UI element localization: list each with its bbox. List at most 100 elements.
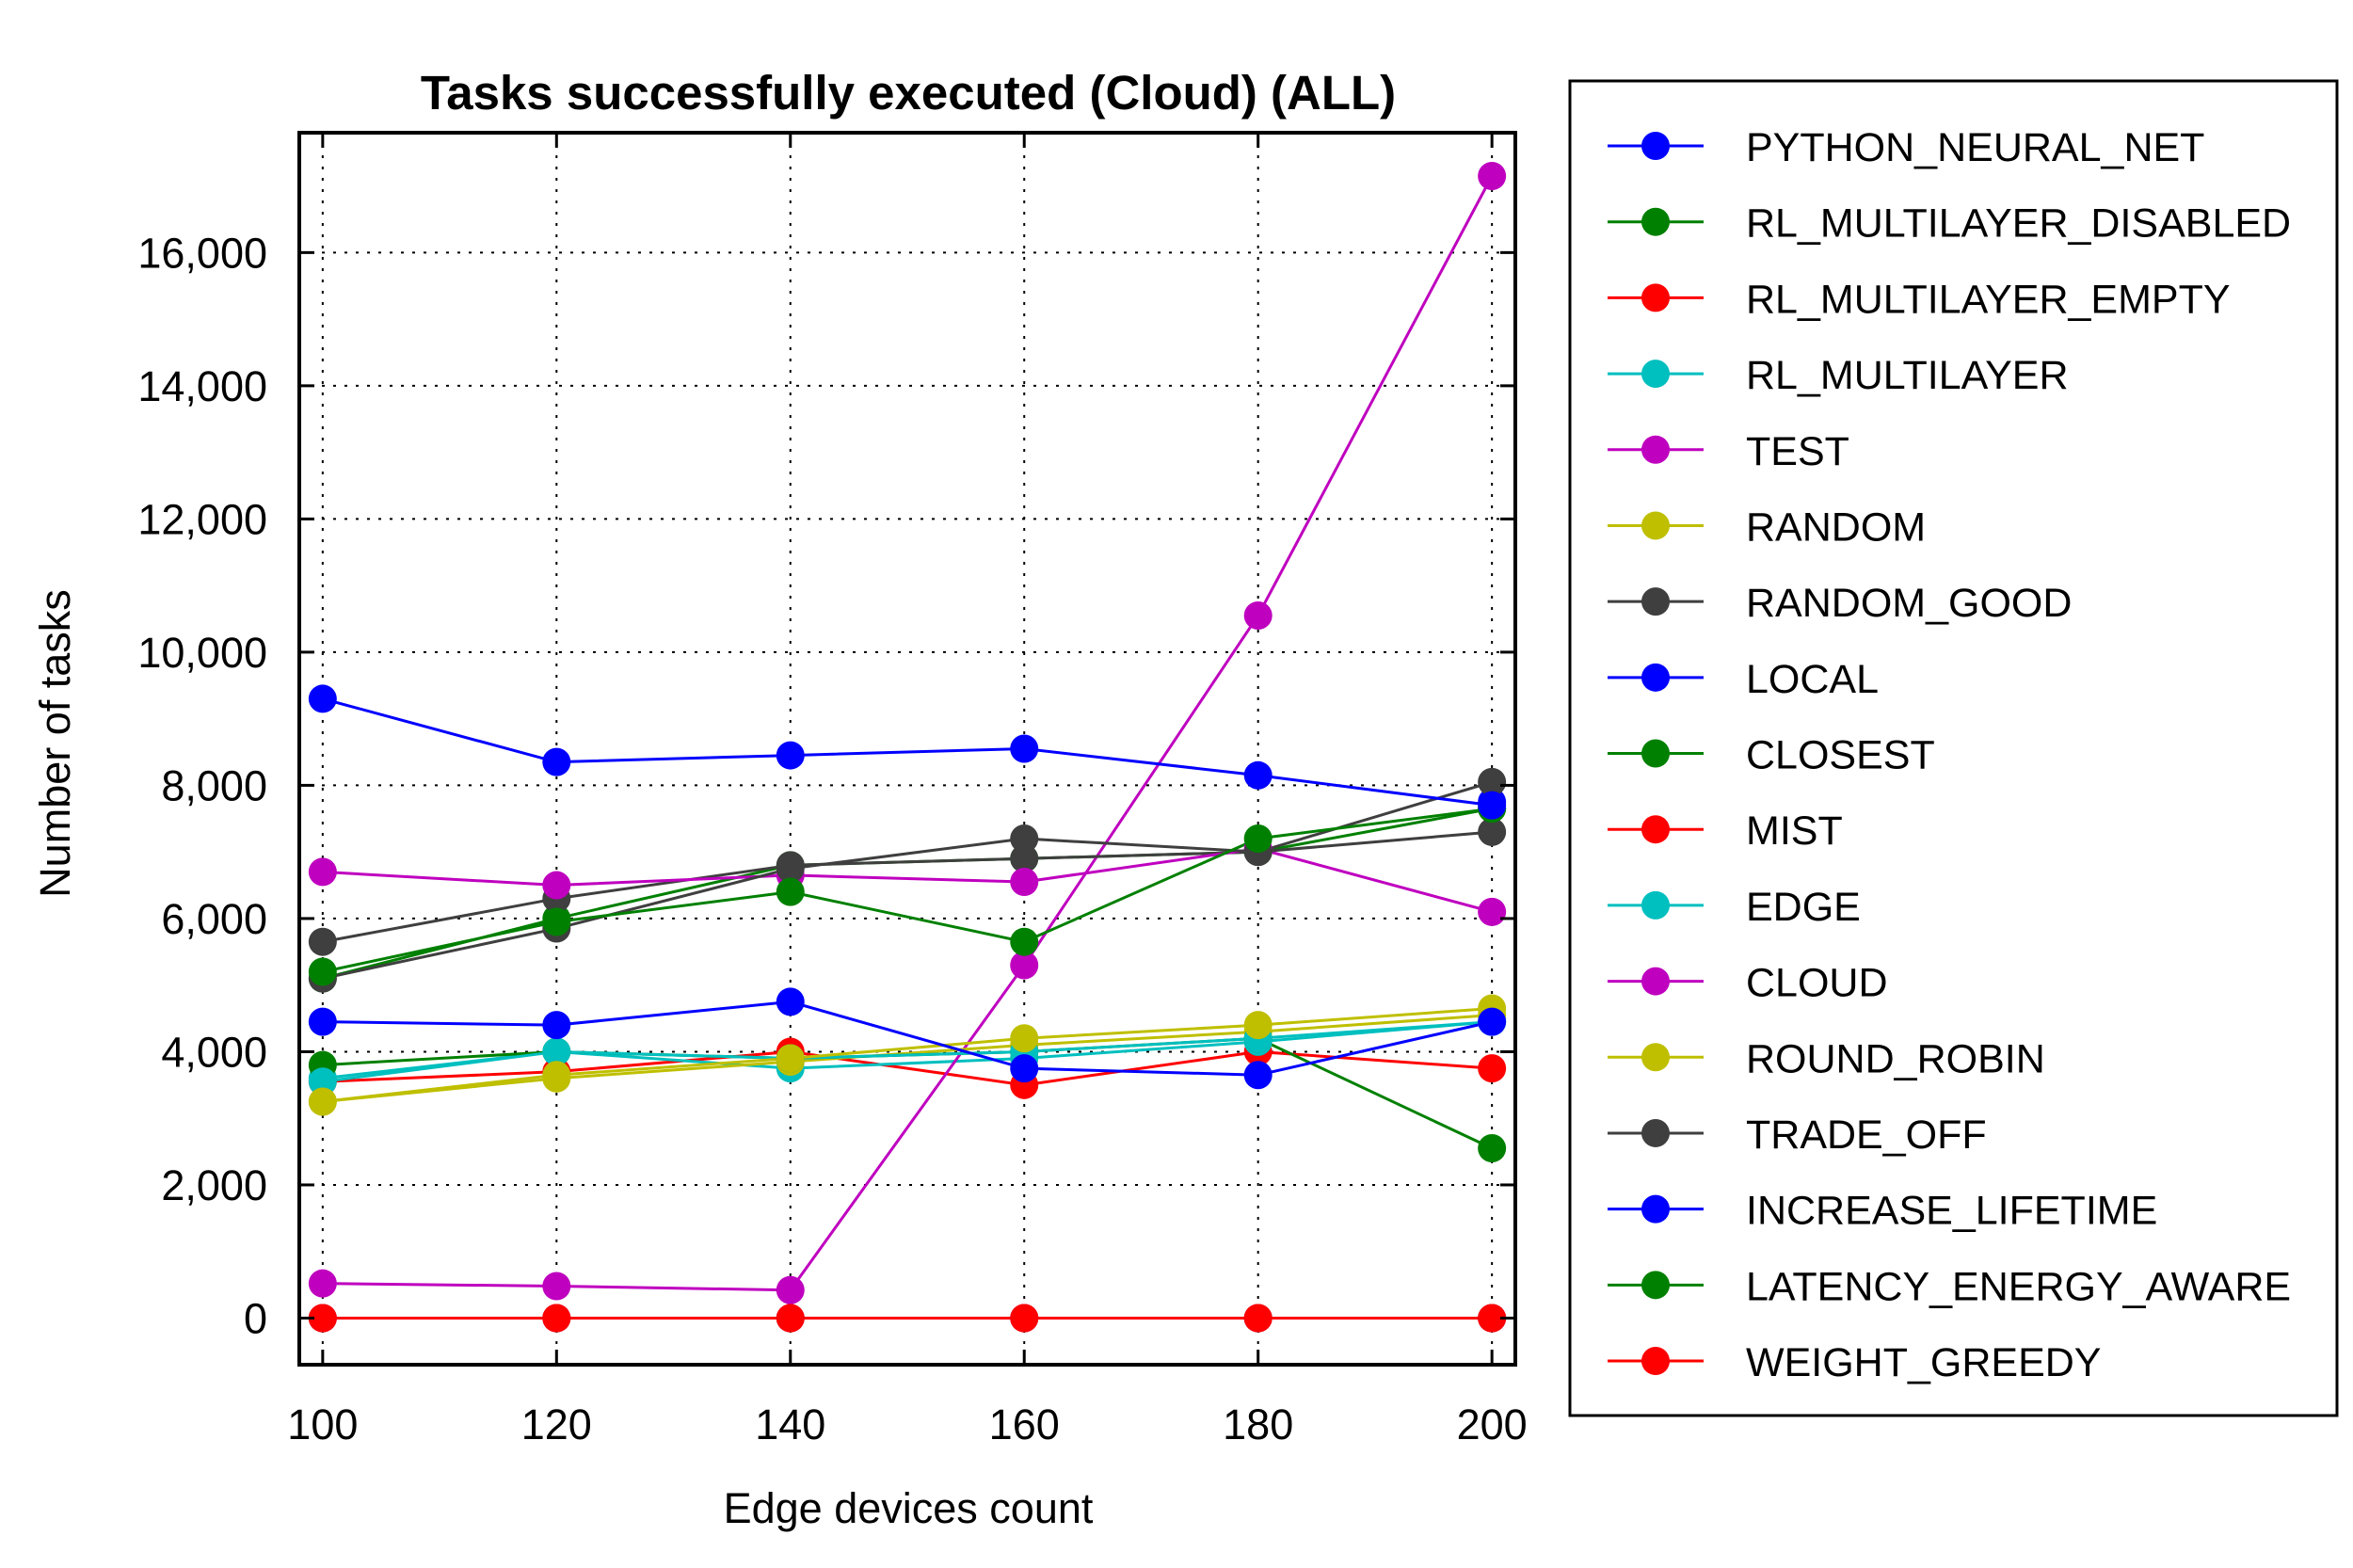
grid-lines xyxy=(299,133,1515,1365)
data-points xyxy=(308,161,1507,1333)
data-point xyxy=(308,684,337,713)
legend-marker xyxy=(1641,663,1670,692)
legend-label: TEST xyxy=(1746,429,1849,474)
legend-marker xyxy=(1641,815,1670,844)
data-point xyxy=(1478,897,1507,926)
legend-label: EDGE xyxy=(1746,885,1861,930)
data-point xyxy=(308,1067,337,1096)
legend-label: LATENCY_ENERGY_AWARE xyxy=(1746,1264,2291,1309)
legend-marker xyxy=(1641,739,1670,768)
data-point xyxy=(776,741,805,770)
legend-marker xyxy=(1641,207,1670,236)
series-line xyxy=(322,1049,1493,1087)
legend-marker xyxy=(1641,435,1670,464)
y-tick-label: 14,000 xyxy=(137,362,267,410)
legend-label: WEIGHT_GREEDY xyxy=(1746,1340,2102,1385)
y-tick-label: 10,000 xyxy=(137,629,267,677)
x-tick-label: 160 xyxy=(989,1400,1060,1448)
legend-label: RL_MULTILAYER_EMPTY xyxy=(1746,277,2231,322)
data-point xyxy=(1010,734,1039,763)
series-line xyxy=(322,780,1493,944)
legend-marker xyxy=(1641,967,1670,996)
data-point xyxy=(542,1011,571,1040)
data-point xyxy=(1478,1007,1507,1036)
data-point xyxy=(1243,1061,1273,1090)
series-line xyxy=(322,1020,1493,1083)
legend-items: PYTHON_NEURAL_NET RL_MULTILAYER_DISABLED R… xyxy=(1608,125,2291,1385)
legend-label: LOCAL xyxy=(1746,657,1879,702)
x-axis-label: Edge devices count xyxy=(724,1484,1094,1532)
y-tick-label: 6,000 xyxy=(161,895,267,943)
series-line xyxy=(322,847,1493,914)
data-point xyxy=(542,1272,571,1301)
y-tick-label: 0 xyxy=(244,1294,267,1342)
data-point xyxy=(776,877,805,906)
data-point xyxy=(308,1269,337,1298)
data-point xyxy=(542,1061,571,1090)
legend-marker xyxy=(1641,1271,1670,1300)
series-line xyxy=(322,807,1493,974)
data-point xyxy=(776,854,805,883)
legend-label: CLOSEST xyxy=(1746,733,1935,778)
data-point xyxy=(308,957,337,986)
legend-label: PYTHON_NEURAL_NET xyxy=(1746,125,2204,170)
data-point xyxy=(1010,1024,1039,1053)
y-tick-label: 8,000 xyxy=(161,761,267,809)
data-point xyxy=(1478,791,1507,820)
y-tick-label: 16,000 xyxy=(137,229,267,277)
series-line xyxy=(322,1020,1493,1080)
legend-marker xyxy=(1641,1043,1670,1072)
x-tick-label: 180 xyxy=(1223,1400,1293,1448)
legend-marker xyxy=(1641,587,1670,616)
series-lines xyxy=(322,175,1494,1320)
data-point xyxy=(1478,1054,1507,1083)
legend-marker xyxy=(1641,511,1670,540)
data-point xyxy=(542,747,571,776)
y-axis-label: Number of tasks xyxy=(31,589,79,898)
data-point xyxy=(1010,951,1039,980)
data-point xyxy=(1243,824,1273,854)
legend-marker xyxy=(1641,360,1670,389)
data-point xyxy=(308,1007,337,1036)
data-point xyxy=(308,1304,337,1333)
data-point xyxy=(1478,1134,1507,1163)
legend-label: ROUND_ROBIN xyxy=(1746,1036,2045,1081)
data-point xyxy=(1010,1304,1039,1333)
legend-label: RL_MULTILAYER_DISABLED xyxy=(1746,201,2291,247)
data-point xyxy=(776,987,805,1016)
legend: PYTHON_NEURAL_NET RL_MULTILAYER_DISABLED R… xyxy=(1568,79,2339,1417)
data-point xyxy=(1478,767,1507,796)
data-point xyxy=(1010,868,1039,897)
data-point xyxy=(542,871,571,900)
legend-label: RANDOM_GOOD xyxy=(1746,581,2072,626)
series-line xyxy=(322,1014,1493,1104)
y-tick-label: 2,000 xyxy=(161,1161,267,1209)
legend-marker xyxy=(1641,890,1670,920)
data-point xyxy=(776,1275,805,1304)
data-point xyxy=(1478,817,1507,846)
legend-label: INCREASE_LIFETIME xyxy=(1746,1189,2157,1234)
legend-label: RANDOM xyxy=(1746,504,1926,550)
legend-label: TRADE_OFF xyxy=(1746,1112,1987,1158)
x-tick-label: 120 xyxy=(521,1400,592,1448)
x-tick-label: 140 xyxy=(755,1400,825,1448)
legend-label: MIST xyxy=(1746,808,1843,854)
chart-title: Tasks successfully executed (Cloud) (ALL… xyxy=(421,66,1396,120)
data-point xyxy=(542,1304,571,1333)
data-point xyxy=(308,857,337,887)
data-point xyxy=(1010,1054,1039,1083)
data-point xyxy=(542,1037,571,1066)
y-tick-label: 12,000 xyxy=(137,495,267,543)
y-tick-label: 4,000 xyxy=(161,1028,267,1076)
series-line xyxy=(322,830,1493,981)
series-line xyxy=(322,1006,1493,1104)
legend-marker xyxy=(1641,283,1670,312)
x-tick-label: 100 xyxy=(287,1400,358,1448)
data-point xyxy=(308,927,337,956)
data-point xyxy=(1243,600,1273,630)
legend-marker xyxy=(1641,1118,1670,1147)
data-point xyxy=(1243,760,1273,790)
legend-box xyxy=(1568,79,2339,1417)
data-point xyxy=(1010,927,1039,956)
